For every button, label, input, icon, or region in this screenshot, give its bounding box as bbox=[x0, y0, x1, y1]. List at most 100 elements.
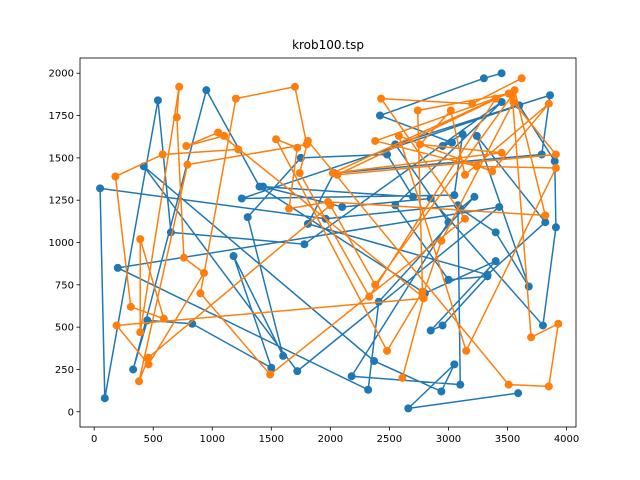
series-2-point bbox=[509, 98, 518, 107]
series-1-point bbox=[491, 257, 500, 266]
series-1-point bbox=[375, 111, 384, 120]
x-tick-label: 3500 bbox=[495, 434, 520, 445]
series-1-point bbox=[96, 184, 105, 193]
series-2-point bbox=[179, 253, 188, 262]
series-1-point bbox=[237, 194, 246, 203]
series-2-point bbox=[437, 236, 446, 245]
series-1-point bbox=[100, 394, 109, 403]
series-2-point bbox=[111, 172, 120, 181]
series-1-point bbox=[391, 201, 400, 210]
series-1-point bbox=[300, 240, 309, 249]
series-1-point bbox=[267, 363, 276, 372]
x-tick-label: 0 bbox=[91, 434, 97, 445]
series-2-point bbox=[365, 292, 374, 301]
series-2-point bbox=[504, 380, 513, 389]
series-2-point bbox=[460, 170, 469, 179]
series-2-point bbox=[200, 268, 208, 277]
series-2-point bbox=[158, 150, 167, 159]
series-2-point bbox=[419, 294, 428, 303]
y-tick-label: 1750 bbox=[49, 111, 74, 122]
series-2-point bbox=[126, 302, 135, 311]
series-1-point bbox=[495, 202, 504, 211]
series-2-point bbox=[527, 333, 536, 342]
series-2-point bbox=[112, 321, 121, 330]
series-1-point bbox=[497, 69, 506, 78]
series-1-point bbox=[364, 385, 373, 394]
series-1-point bbox=[370, 356, 379, 365]
y-tick-label: 1000 bbox=[49, 238, 74, 249]
series-1-point bbox=[456, 380, 465, 389]
series-1-point bbox=[497, 98, 506, 107]
y-tick-label: 500 bbox=[55, 323, 74, 334]
series-2-point bbox=[293, 143, 302, 152]
series-2-point bbox=[303, 136, 312, 145]
y-tick-label: 1500 bbox=[49, 153, 74, 164]
series-2-point bbox=[394, 131, 403, 140]
series-2-point bbox=[220, 131, 229, 140]
series-1-point bbox=[347, 372, 356, 381]
series-2-point bbox=[472, 162, 481, 171]
series-2-point bbox=[295, 169, 304, 178]
series-2-point bbox=[196, 289, 205, 298]
x-tick-label: 1500 bbox=[259, 434, 284, 445]
series-2-point bbox=[324, 197, 332, 206]
series-1-point bbox=[491, 228, 500, 237]
series-1-point bbox=[551, 223, 560, 232]
series-2-point bbox=[182, 142, 191, 151]
series-2-point bbox=[290, 82, 299, 91]
series-1-point bbox=[550, 157, 559, 166]
series-1-point bbox=[338, 202, 347, 211]
series-2-point bbox=[544, 99, 553, 108]
series-2-point bbox=[183, 160, 192, 169]
series-2-point bbox=[371, 136, 380, 145]
series-2-point bbox=[488, 167, 497, 176]
series-1-point bbox=[243, 213, 252, 222]
x-tick-label: 4000 bbox=[554, 434, 579, 445]
series-1-point bbox=[537, 150, 546, 159]
series-2-point bbox=[136, 235, 145, 244]
series-1-point bbox=[448, 138, 456, 147]
series-2-point bbox=[554, 319, 563, 328]
series-2-point bbox=[544, 382, 553, 391]
series-2-point bbox=[541, 211, 550, 220]
series-1-point bbox=[404, 404, 413, 413]
y-tick-label: 1250 bbox=[49, 196, 74, 207]
series-1-point bbox=[437, 387, 446, 396]
series-2-point bbox=[175, 82, 184, 91]
series-2-point bbox=[144, 360, 153, 369]
series-2-point bbox=[446, 106, 455, 115]
series-2-point bbox=[214, 128, 223, 137]
x-tick-label: 2500 bbox=[377, 434, 402, 445]
series-1-point bbox=[450, 191, 459, 200]
series-2-point bbox=[135, 377, 144, 386]
x-tick-label: 3000 bbox=[436, 434, 461, 445]
series-2-point bbox=[510, 86, 519, 95]
series-1-point bbox=[153, 96, 162, 105]
series-1-point bbox=[426, 326, 435, 335]
series-1-point bbox=[514, 389, 523, 398]
y-tick-label: 2000 bbox=[49, 69, 74, 80]
series-1-point bbox=[202, 86, 211, 95]
y-tick-label: 750 bbox=[55, 280, 74, 291]
series-2-point bbox=[468, 99, 477, 108]
series-2-point bbox=[551, 164, 560, 173]
series-1-point bbox=[472, 131, 481, 140]
x-axis-ticks: 0 500 1000 1500 2000 2500 3000 3500 4000 bbox=[91, 427, 579, 445]
chart-title: krob100.tsp bbox=[292, 38, 364, 52]
series-2-point bbox=[285, 204, 294, 213]
series-1-point bbox=[113, 263, 122, 272]
series-2-point bbox=[504, 89, 513, 98]
series-2-point bbox=[416, 140, 425, 149]
series-1-point bbox=[546, 91, 555, 100]
series-2-point bbox=[497, 148, 506, 157]
series-2-point bbox=[517, 74, 526, 83]
x-tick-label: 2000 bbox=[318, 434, 343, 445]
series-2-point bbox=[231, 94, 240, 103]
series-1-point bbox=[129, 365, 138, 374]
series-layer bbox=[96, 69, 563, 413]
series-2-point bbox=[159, 314, 168, 323]
x-tick-label: 500 bbox=[144, 434, 163, 445]
series-1-point bbox=[541, 218, 550, 227]
series-2-point bbox=[172, 113, 181, 122]
